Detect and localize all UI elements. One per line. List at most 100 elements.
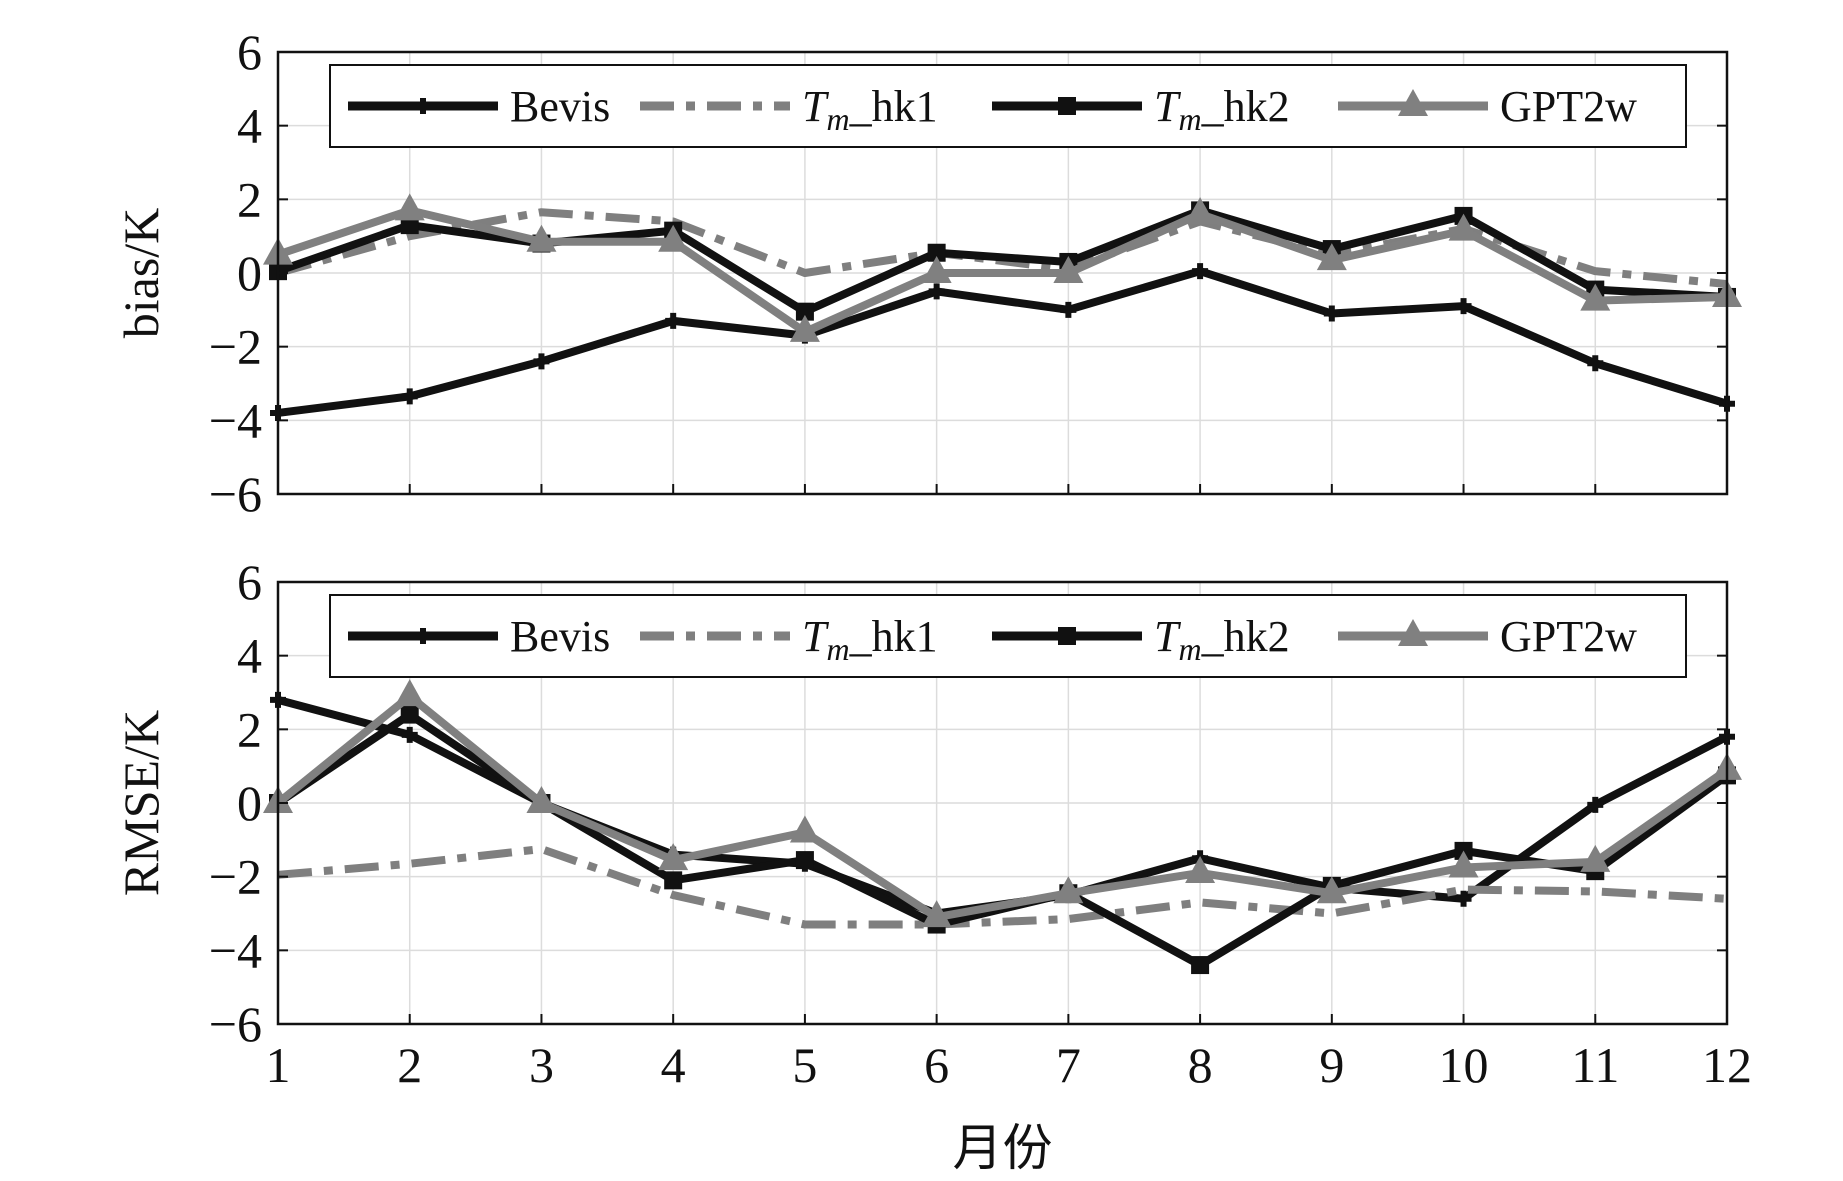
- data-point-GPT2w: [921, 900, 952, 928]
- series-hk1: [277, 845, 1728, 929]
- legend-marker-GPT2w: [1398, 619, 1428, 646]
- series-line-Bevis: [276, 696, 1729, 918]
- data-point-hk2: [795, 302, 814, 321]
- y-tick-label: −2: [209, 319, 262, 375]
- legend-label-hk2: Tm_hk2: [1154, 612, 1290, 667]
- legend-marker-hk2: [1058, 97, 1076, 115]
- x-tick-label: 5: [792, 1037, 817, 1093]
- y-tick-label: 2: [237, 701, 262, 757]
- x-tick-label: 8: [1188, 1037, 1213, 1093]
- legend-item-hk1: Tm_hk1: [640, 82, 938, 137]
- y-tick-label: 6: [237, 24, 262, 80]
- legend-item-GPT2w: GPT2w: [1338, 612, 1637, 661]
- data-point-hk2: [400, 705, 419, 724]
- x-tick-label: 1: [266, 1037, 291, 1093]
- series-GPT2w: [263, 193, 1742, 342]
- x-tick-label: 3: [529, 1037, 554, 1093]
- data-point-hk2: [400, 216, 419, 235]
- data-point-hk2: [1191, 956, 1210, 975]
- legend-item-hk2: Tm_hk2: [992, 82, 1290, 137]
- series-line-hk1: [277, 845, 1728, 929]
- legend-marker-GPT2w: [1398, 89, 1428, 116]
- data-point-hk2: [795, 851, 814, 870]
- data-point-Bevis: [401, 726, 418, 743]
- legend-marker-Bevis: [415, 628, 431, 644]
- data-point-GPT2w: [1580, 283, 1611, 311]
- legend-label-Bevis: Bevis: [510, 612, 610, 661]
- data-point-GPT2w: [526, 224, 557, 252]
- data-point-GPT2w: [1580, 844, 1611, 872]
- series-line-hk2: [276, 206, 1728, 316]
- x-tick-label: 4: [661, 1037, 686, 1093]
- data-point-hk2: [664, 871, 683, 890]
- x-tick-label: 9: [1319, 1037, 1344, 1093]
- x-axis-label: 月份: [953, 1120, 1053, 1176]
- legend-label-hk2: Tm_hk2: [1154, 82, 1290, 137]
- legend-item-Bevis: Bevis: [348, 612, 610, 661]
- legend-item-hk1: Tm_hk1: [640, 612, 938, 667]
- data-point-GPT2w: [658, 224, 689, 252]
- x-tick-label: 2: [397, 1037, 422, 1093]
- legend-marker-Bevis: [415, 98, 431, 114]
- panel-1: 6 4 2 0 −2 −4 −6 bias/K Bevis Tm_hk1 Tm_hk2 GPT2w: [113, 24, 1742, 522]
- data-point-GPT2w: [1185, 197, 1216, 225]
- x-tick-label: 11: [1571, 1037, 1619, 1093]
- x-tick-label: 6: [924, 1037, 949, 1093]
- legend-label-GPT2w: GPT2w: [1500, 82, 1637, 131]
- x-tick-label: 10: [1439, 1037, 1489, 1093]
- series-line-GPT2w: [275, 692, 1730, 922]
- legend-item-Bevis: Bevis: [348, 82, 610, 131]
- y-tick-label: −4: [209, 392, 262, 448]
- legend-label-hk1: Tm_hk1: [802, 82, 938, 137]
- x-tick-label: 12: [1702, 1037, 1752, 1093]
- y-tick-label: 6: [237, 554, 262, 610]
- legend: Bevis Tm_hk1 Tm_hk2 GPT2w: [329, 594, 1687, 678]
- data-point-Bevis: [1192, 263, 1209, 280]
- data-point-Bevis: [1455, 298, 1472, 315]
- data-point-GPT2w: [789, 815, 820, 843]
- data-point-Bevis: [1060, 301, 1077, 318]
- y-tick-label: 0: [237, 245, 262, 301]
- y-tick-label: −4: [209, 922, 262, 978]
- legend-label-hk1: Tm_hk1: [802, 612, 938, 667]
- data-point-GPT2w: [394, 193, 425, 221]
- y-tick-label: −2: [209, 849, 262, 905]
- data-point-hk2: [927, 243, 946, 262]
- y-axis-label: RMSE/K: [113, 710, 169, 896]
- data-point-GPT2w: [789, 314, 820, 342]
- series-GPT2w: [263, 679, 1742, 928]
- data-point-GPT2w: [1316, 876, 1347, 904]
- legend: Bevis Tm_hk1 Tm_hk2 GPT2w: [329, 64, 1687, 148]
- series-line-GPT2w: [276, 206, 1728, 336]
- data-point-GPT2w: [658, 843, 689, 871]
- data-point-Bevis: [1323, 305, 1340, 322]
- y-tick-label: 4: [237, 98, 262, 154]
- legend-marker-hk2: [1058, 627, 1076, 645]
- data-point-GPT2w: [526, 786, 557, 813]
- y-tick-label: 0: [237, 775, 262, 831]
- data-point-GPT2w: [1448, 850, 1479, 878]
- y-tick-label: −6: [209, 996, 262, 1052]
- data-point-GPT2w: [1316, 243, 1347, 271]
- x-tick-label: 7: [1056, 1037, 1081, 1093]
- data-point-GPT2w: [921, 256, 952, 283]
- data-point-Bevis: [1455, 890, 1472, 907]
- y-axis-label: bias/K: [113, 208, 169, 339]
- data-point-GPT2w: [1053, 256, 1084, 283]
- series-line-Bevis: [277, 267, 1729, 417]
- series-Bevis: [270, 263, 1735, 421]
- y-tick-label: 4: [237, 628, 262, 684]
- series-line-hk2: [275, 710, 1730, 970]
- series-hk2: [269, 705, 1736, 975]
- data-point-GPT2w: [1053, 876, 1084, 904]
- data-point-Bevis: [533, 353, 550, 370]
- data-point-Bevis: [665, 312, 682, 329]
- data-point-Bevis: [1587, 355, 1604, 372]
- legend-item-hk2: Tm_hk2: [992, 612, 1290, 667]
- data-point-GPT2w: [1185, 855, 1216, 883]
- data-point-GPT2w: [394, 679, 425, 707]
- data-point-Bevis: [928, 283, 945, 300]
- data-point-Bevis: [401, 388, 418, 405]
- data-point-Bevis: [1587, 796, 1604, 813]
